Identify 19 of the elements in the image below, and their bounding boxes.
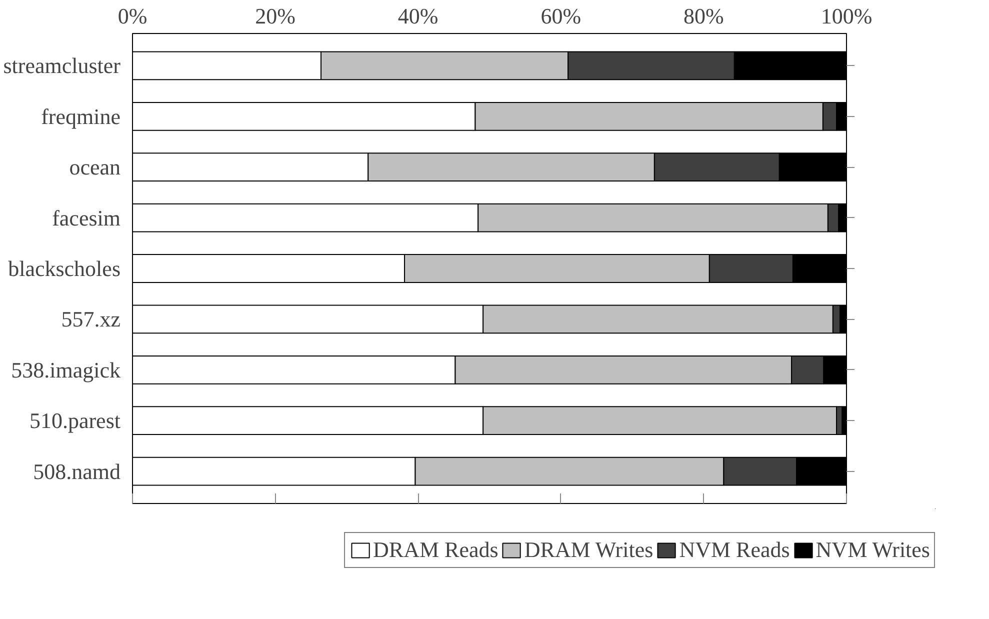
y-tick-label: freqmine — [41, 104, 120, 129]
x-tick-label: 60% — [540, 4, 582, 28]
y-tick-label: 508.namd — [33, 458, 121, 484]
y-tick-label: facesim — [52, 205, 120, 230]
x-tick-label: 100% — [820, 4, 872, 28]
x-tick-label: 40% — [398, 4, 438, 28]
legend-label: DRAM Reads — [373, 537, 498, 563]
legend-label: NVM Reads — [679, 537, 790, 563]
y-tick-label: ocean — [69, 154, 121, 180]
x-tick-label: 20% — [255, 4, 296, 28]
x-tick-label: 80% — [684, 4, 724, 28]
y-tick-label: 538.imagick — [11, 357, 121, 382]
legend-label: NVM Writes — [816, 537, 930, 563]
y-tick-label: 557.xz — [61, 306, 121, 332]
legend-label: DRAM Writes — [524, 537, 654, 563]
y-tick-label: blackscholes — [8, 256, 120, 281]
y-tick-label: streamcluster — [3, 53, 122, 78]
x-tick-label: 0% — [118, 4, 148, 28]
y-tick-label: 510.parest — [29, 408, 120, 434]
